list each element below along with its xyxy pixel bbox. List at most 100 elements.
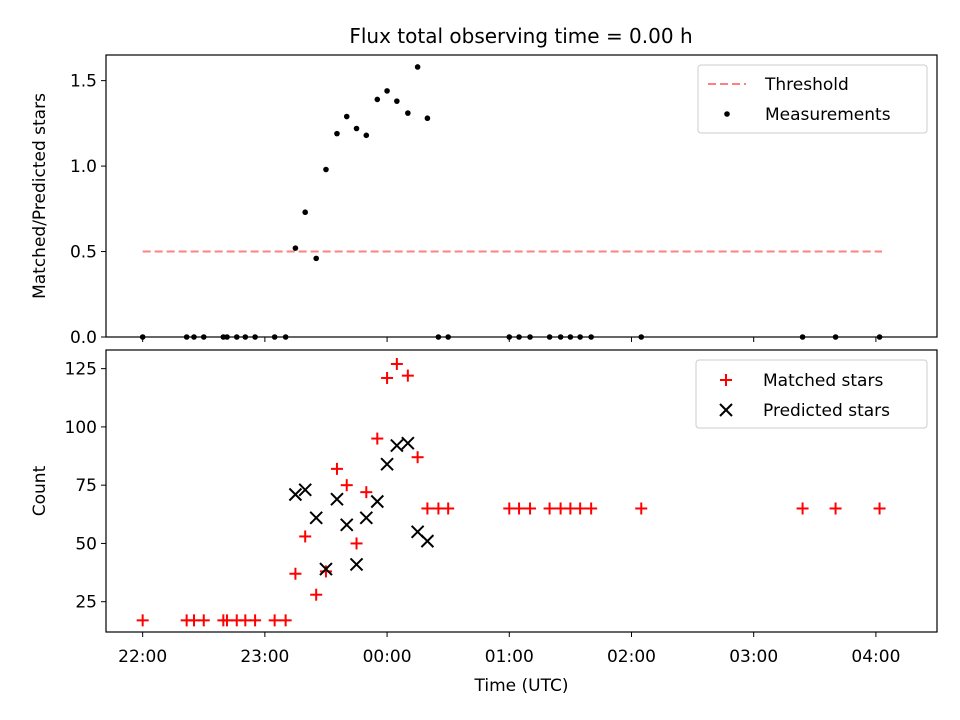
legend-bottom: Matched stars Predicted stars	[695, 359, 928, 429]
measurement-point	[516, 334, 522, 340]
measurement-point	[200, 334, 207, 340]
predicted-star-point	[370, 494, 385, 509]
measurement-point	[546, 334, 553, 340]
y-tick-label: 75	[75, 476, 97, 496]
x-stroke	[319, 562, 333, 576]
y-tick-label: 1.0	[70, 157, 97, 177]
y-tick-label: 100	[65, 418, 97, 438]
matched-star-point	[411, 451, 424, 464]
x-stroke	[410, 525, 425, 539]
matched-star-point	[524, 502, 537, 515]
measurement-point	[588, 334, 594, 340]
predicted-star-point	[319, 562, 333, 576]
measurement-point	[282, 334, 289, 340]
matched-star-point	[401, 369, 414, 382]
measurement-point	[506, 334, 513, 340]
x-stroke	[390, 438, 404, 453]
measurement-point	[334, 130, 340, 137]
measurement-point	[374, 96, 381, 103]
legend-box	[697, 64, 928, 134]
matched-star-point	[543, 502, 556, 515]
matched-star-point	[513, 502, 526, 515]
x-stroke	[298, 483, 312, 497]
matched-star-point	[442, 502, 455, 515]
y-tick-label: 125	[65, 360, 97, 380]
x-stroke	[420, 534, 435, 548]
measurement-point	[139, 334, 146, 340]
legend-box	[695, 359, 928, 429]
y-tick-label: 50	[75, 534, 97, 554]
legend-measurements-label: Measurements	[765, 105, 891, 125]
measurement-point	[313, 255, 319, 262]
x-stroke	[359, 511, 374, 525]
measurement-point	[292, 245, 299, 251]
matched-star-point	[197, 614, 210, 627]
matched-star-point	[310, 588, 323, 601]
x-stroke	[380, 457, 394, 471]
predicted-star-point	[349, 557, 364, 572]
predicted-star-point	[298, 483, 312, 497]
matched-star-point	[873, 502, 886, 515]
predicted-star-point	[380, 457, 394, 471]
y-axis-label: Matched/Predicted stars	[30, 93, 50, 299]
x-stroke	[288, 487, 303, 502]
matched-star-point	[421, 502, 434, 515]
x-tick-label: 02:00	[607, 647, 656, 667]
matched-star-point	[319, 565, 332, 578]
measurement-point	[638, 334, 645, 340]
matched-star-point	[136, 614, 149, 627]
plot-frame	[105, 349, 938, 633]
matched-star-point	[390, 357, 403, 370]
top-panel: 0.0 0.5 1.0 1.5 Matched/Predicted stars Thres…	[30, 54, 938, 348]
measurement-point	[394, 98, 400, 104]
x-stroke	[370, 494, 385, 509]
predicted-star-point	[401, 436, 415, 450]
measurement-point	[252, 334, 258, 340]
x-tick-label: 22:00	[118, 647, 167, 667]
x-axis-label: Time (UTC)	[474, 676, 569, 696]
measurement-point	[183, 334, 190, 340]
legend-predicted-label: Predicted stars	[763, 401, 890, 421]
y-tick-label: 0.0	[70, 328, 97, 348]
legend-predicted-swatch	[719, 403, 733, 417]
x-tick-label: 23:00	[240, 647, 289, 667]
measurement-point	[353, 125, 360, 132]
measurement-point	[527, 334, 533, 340]
matched-star-point	[268, 614, 281, 627]
matched-star-point	[299, 530, 312, 543]
y-tick-label: 25	[75, 593, 97, 613]
x-tick-label: 04:00	[851, 647, 900, 667]
measurement-point	[323, 166, 329, 173]
measurement-point	[557, 334, 564, 340]
matched-star-point	[829, 502, 842, 515]
matched-star-point	[360, 486, 373, 499]
x-tick-label: 00:00	[363, 647, 412, 667]
y-tick-label: 0.5	[70, 243, 97, 263]
matched-star-point	[371, 432, 384, 445]
predicted-star-point	[340, 518, 354, 532]
measurement-point	[242, 334, 249, 340]
chart-title: Flux total observing time = 0.00 h	[349, 24, 692, 48]
matched-star-point	[635, 502, 648, 515]
matched-star-point	[350, 537, 363, 550]
x-stroke	[719, 403, 733, 417]
bottom-panel: 25 50 75 100 125 Count 22:00 23:00 00:00 01:00 02:…	[30, 349, 938, 696]
predicted-star-point	[359, 511, 374, 525]
matched-star-point	[585, 502, 598, 515]
measurement-point	[271, 334, 278, 340]
measurement-point	[445, 334, 451, 340]
x-stroke	[349, 557, 364, 572]
matched-star-point	[381, 371, 394, 384]
measurement-point	[224, 334, 230, 340]
measurement-point	[191, 334, 197, 340]
matched-star-point	[330, 462, 343, 475]
measurement-point	[343, 113, 350, 120]
x-tick-label: 03:00	[729, 647, 778, 667]
measurement-point	[414, 64, 421, 70]
predicted-star-point	[309, 511, 323, 525]
matched-star-point	[340, 479, 353, 492]
matched-star-point	[796, 502, 809, 515]
measurement-point	[424, 115, 431, 122]
matched-star-point	[289, 567, 302, 580]
